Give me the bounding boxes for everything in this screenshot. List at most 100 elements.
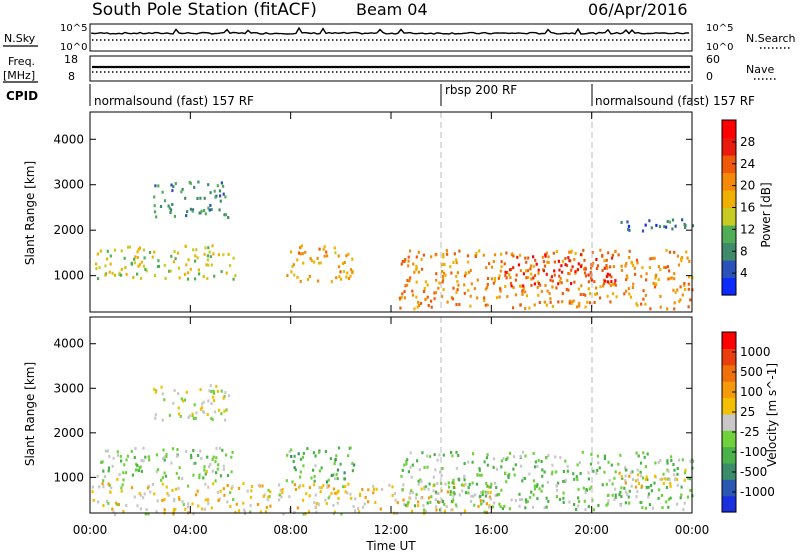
echo-cell	[545, 456, 548, 460]
echo-cell	[420, 496, 423, 500]
echo-cell	[686, 256, 689, 260]
echo-cell	[542, 269, 545, 273]
y-tick-label: 1000	[53, 470, 84, 484]
echo-cell	[609, 300, 612, 304]
echo-cell	[224, 213, 227, 217]
echo-cell	[620, 264, 623, 268]
power-ylabel: Slant Range [km]	[23, 161, 37, 265]
echo-cell	[688, 477, 691, 481]
echo-cell	[553, 260, 556, 264]
echo-cell	[590, 266, 593, 270]
echo-cell	[140, 276, 143, 280]
echo-cell	[299, 457, 303, 461]
echo-cell	[225, 408, 228, 412]
echo-cell	[635, 302, 638, 306]
echo-cell	[278, 498, 281, 502]
echo-cell	[533, 484, 536, 488]
echo-cell	[469, 294, 472, 298]
echo-cell	[588, 292, 592, 296]
echo-cell	[424, 298, 427, 302]
echo-cell	[404, 284, 407, 288]
echo-cell	[434, 498, 437, 502]
echo-cell	[467, 460, 470, 464]
echo-cell	[168, 413, 171, 417]
echo-cell	[411, 293, 415, 297]
echo-cell	[109, 490, 112, 494]
echo-cell	[106, 249, 109, 253]
echo-cell	[545, 251, 548, 255]
echo-cell	[657, 265, 661, 269]
echo-cell	[314, 505, 317, 509]
echo-cell	[578, 301, 581, 305]
echo-cell	[647, 485, 650, 489]
echo-cell	[293, 483, 296, 487]
echo-cell	[669, 276, 672, 280]
echo-cell	[183, 272, 187, 276]
echo-cell	[357, 507, 360, 511]
echo-cell	[280, 495, 283, 499]
echo-cell	[229, 264, 232, 268]
echo-cell	[496, 467, 499, 471]
echo-cell	[201, 507, 204, 511]
echo-cell	[336, 477, 339, 481]
echo-cell	[540, 460, 543, 463]
echo-cell	[612, 265, 615, 269]
echo-cell	[452, 494, 455, 498]
colorbar-swatch	[722, 155, 736, 174]
echo-cell	[426, 465, 429, 469]
echo-cell	[185, 450, 188, 453]
echo-cell	[314, 454, 317, 458]
echo-cell	[342, 485, 345, 489]
echo-cell	[192, 473, 195, 477]
echo-cell	[222, 396, 225, 400]
echo-cell	[332, 512, 335, 516]
echo-cell	[505, 458, 508, 462]
echo-cell	[170, 461, 173, 465]
echo-cell	[154, 413, 157, 417]
echo-cell	[297, 452, 300, 456]
echo-cell	[302, 484, 305, 488]
echo-cell	[332, 503, 335, 507]
echo-cell	[555, 250, 559, 253]
echo-cell	[596, 468, 599, 472]
echo-cell	[113, 273, 117, 277]
echo-cell	[227, 216, 230, 219]
echo-cell	[339, 270, 342, 274]
echo-cell	[197, 454, 200, 457]
echo-cell	[178, 466, 181, 470]
echo-cell	[304, 512, 307, 516]
echo-cell	[607, 251, 610, 255]
echo-cell	[192, 248, 195, 252]
echo-cell	[465, 272, 468, 276]
echo-cell	[188, 414, 191, 418]
echo-cell	[172, 512, 175, 516]
echo-cell	[353, 463, 356, 467]
echo-cell	[512, 467, 515, 471]
echo-cell	[171, 189, 174, 193]
echo-cell	[519, 454, 522, 458]
echo-cell	[434, 468, 437, 472]
echo-cell	[444, 273, 447, 277]
echo-cell	[333, 510, 336, 514]
echo-cell	[592, 261, 595, 265]
echo-cell	[577, 496, 580, 500]
echo-cell	[175, 471, 178, 475]
echo-cell	[191, 412, 194, 416]
echo-cell	[666, 307, 669, 311]
echo-cell	[533, 274, 537, 278]
echo-cell	[552, 251, 555, 255]
echo-cell	[599, 248, 602, 252]
echo-cell	[406, 283, 409, 287]
echo-cell	[112, 510, 115, 514]
echo-cell	[136, 464, 139, 467]
echo-cell	[420, 487, 423, 491]
echo-cell	[286, 453, 289, 457]
echo-cell	[212, 389, 215, 393]
echo-cell	[667, 469, 670, 473]
echo-cell	[469, 304, 472, 308]
echo-cell	[220, 389, 223, 393]
echo-cell	[309, 257, 312, 260]
colorbar-tick-label: -500	[740, 465, 767, 479]
echo-cell	[163, 263, 166, 267]
